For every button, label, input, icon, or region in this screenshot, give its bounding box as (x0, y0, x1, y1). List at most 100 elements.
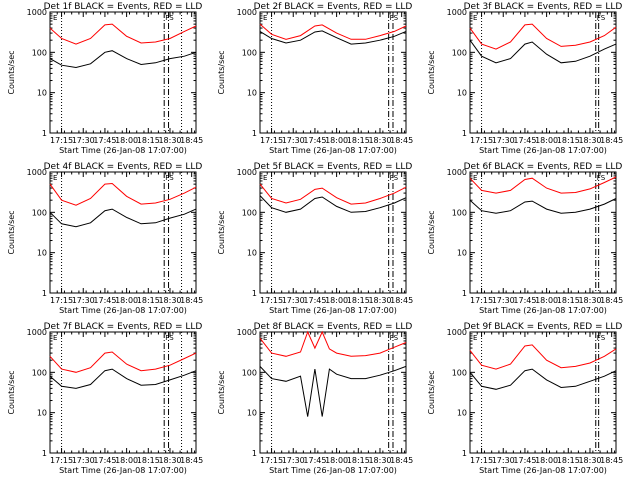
x-axis-label: Start Time (26-Jan-08 17:07:00) (59, 146, 187, 155)
corner-label: E (263, 14, 267, 22)
y-tick-label: 1 (252, 289, 257, 298)
lld-series-line (259, 23, 407, 40)
corner-label: E (53, 14, 57, 22)
x-tick-label: 17:30 (492, 456, 515, 465)
panel-det-5: Det 5f BLACK = Events, RED = LLD 1 10 100 10… (217, 162, 413, 315)
x-tick-label: 18:15 (347, 456, 370, 465)
corner-label: F (390, 14, 394, 22)
y-tick-label: 1 (42, 449, 47, 458)
corner-label: S (394, 334, 399, 342)
corner-label: E (53, 174, 57, 182)
y-axis-label: Counts/sec (427, 370, 436, 414)
x-tick-label: 18:00 (535, 456, 558, 465)
y-tick-label: 10 (37, 409, 47, 418)
x-tick-label: 18:00 (325, 296, 348, 305)
x-tick-label: 18:15 (347, 136, 370, 145)
plot-frame (259, 11, 407, 134)
x-tick-label: 17:45 (513, 296, 536, 305)
y-tick-label: 10 (457, 89, 467, 98)
panel-det-1: Det 1f BLACK = Events, RED = LLD 1 10 100 10… (7, 2, 203, 155)
x-tick-label: 17:30 (282, 296, 305, 305)
x-tick-label: 18:00 (115, 136, 138, 145)
panel-title: Det 1f BLACK = Events, RED = LLD (44, 2, 203, 12)
y-tick-label: 100 (242, 368, 257, 377)
plot-frame (259, 171, 407, 294)
corner-label: F (165, 174, 169, 182)
y-tick-label: 1 (252, 129, 257, 138)
x-tick-label: 18:15 (347, 296, 370, 305)
y-tick-label: 1 (252, 449, 257, 458)
y-tick-label: 1000 (27, 8, 47, 17)
x-tick-label: 18:00 (535, 296, 558, 305)
events-series-line (259, 365, 407, 417)
y-tick-label: 10 (247, 249, 257, 258)
x-axis-label: Start Time (26-Jan-08 17:07:00) (59, 306, 187, 315)
lld-series-line (469, 176, 617, 194)
lld-series-line (49, 351, 197, 373)
y-axis-label: Counts/sec (7, 210, 16, 254)
x-axis-label: Start Time (26-Jan-08 17:07:00) (269, 306, 397, 315)
corner-label: S (169, 174, 174, 182)
panel-title: Det 7f BLACK = Events, RED = LLD (44, 322, 203, 332)
x-tick-label: 17:45 (513, 136, 536, 145)
events-series-line (49, 50, 197, 69)
x-tick-label: 17:15 (50, 136, 73, 145)
y-tick-label: 1000 (237, 328, 257, 337)
y-axis-label: Counts/sec (427, 50, 436, 94)
plot-frame (49, 171, 197, 294)
panel-det-7: Det 7f BLACK = Events, RED = LLD 1 10 100 10… (7, 322, 203, 475)
x-tick-label: 18:45 (600, 296, 623, 305)
y-tick-label: 10 (247, 409, 257, 418)
x-tick-label: 18:30 (158, 136, 181, 145)
y-axis-label: Counts/sec (217, 210, 226, 254)
y-tick-label: 1000 (237, 8, 257, 17)
x-tick-label: 17:15 (470, 136, 493, 145)
corner-label: S (394, 174, 399, 182)
x-tick-label: 17:30 (72, 296, 95, 305)
x-tick-label: 17:30 (72, 456, 95, 465)
events-series-line (259, 195, 407, 213)
x-tick-label: 18:15 (137, 296, 160, 305)
y-tick-label: 1 (42, 289, 47, 298)
panel-title: Det 5f BLACK = Events, RED = LLD (254, 162, 413, 172)
corner-label: F (597, 14, 601, 22)
corner-label: E (473, 174, 477, 182)
y-tick-label: 10 (247, 89, 257, 98)
x-tick-label: 17:15 (260, 296, 283, 305)
panel-title: Det 9f BLACK = Events, RED = LLD (464, 322, 623, 332)
y-tick-label: 1000 (447, 8, 467, 17)
plot-frame (259, 331, 407, 454)
panel-det-8: Det 8f BLACK = Events, RED = LLD 1 10 100 10… (217, 322, 413, 475)
x-tick-label: 18:30 (578, 456, 601, 465)
x-axis-label: Start Time (26-Jan-08 17:07:00) (479, 146, 607, 155)
corner-label: E (53, 334, 57, 342)
panel-title: Det 4f BLACK = Events, RED = LLD (44, 162, 203, 172)
x-tick-label: 17:30 (492, 296, 515, 305)
corner-label: S (169, 14, 174, 22)
x-tick-label: 18:15 (557, 296, 580, 305)
lld-series-line (49, 182, 197, 206)
plot-frame (469, 171, 617, 294)
x-tick-label: 18:00 (325, 456, 348, 465)
panel-title: Det 2f BLACK = Events, RED = LLD (254, 2, 413, 12)
events-series-line (469, 198, 617, 214)
y-axis-label: Counts/sec (7, 50, 16, 94)
panel-det-2: Det 2f BLACK = Events, RED = LLD 1 10 100 10… (217, 2, 413, 155)
y-tick-label: 100 (452, 208, 467, 217)
y-tick-label: 1000 (237, 168, 257, 177)
x-tick-label: 18:30 (158, 456, 181, 465)
plot-frame (49, 331, 197, 454)
x-tick-label: 18:45 (600, 456, 623, 465)
x-tick-label: 17:15 (260, 136, 283, 145)
corner-label: F (597, 174, 601, 182)
y-tick-label: 10 (457, 409, 467, 418)
lld-series-line (469, 344, 617, 370)
y-tick-label: 100 (32, 48, 47, 57)
y-axis-label: Counts/sec (217, 50, 226, 94)
x-tick-label: 18:15 (137, 136, 160, 145)
x-tick-label: 17:45 (93, 136, 116, 145)
y-axis-label: Counts/sec (427, 210, 436, 254)
x-tick-label: 18:45 (390, 456, 413, 465)
plot-frame (49, 11, 197, 134)
